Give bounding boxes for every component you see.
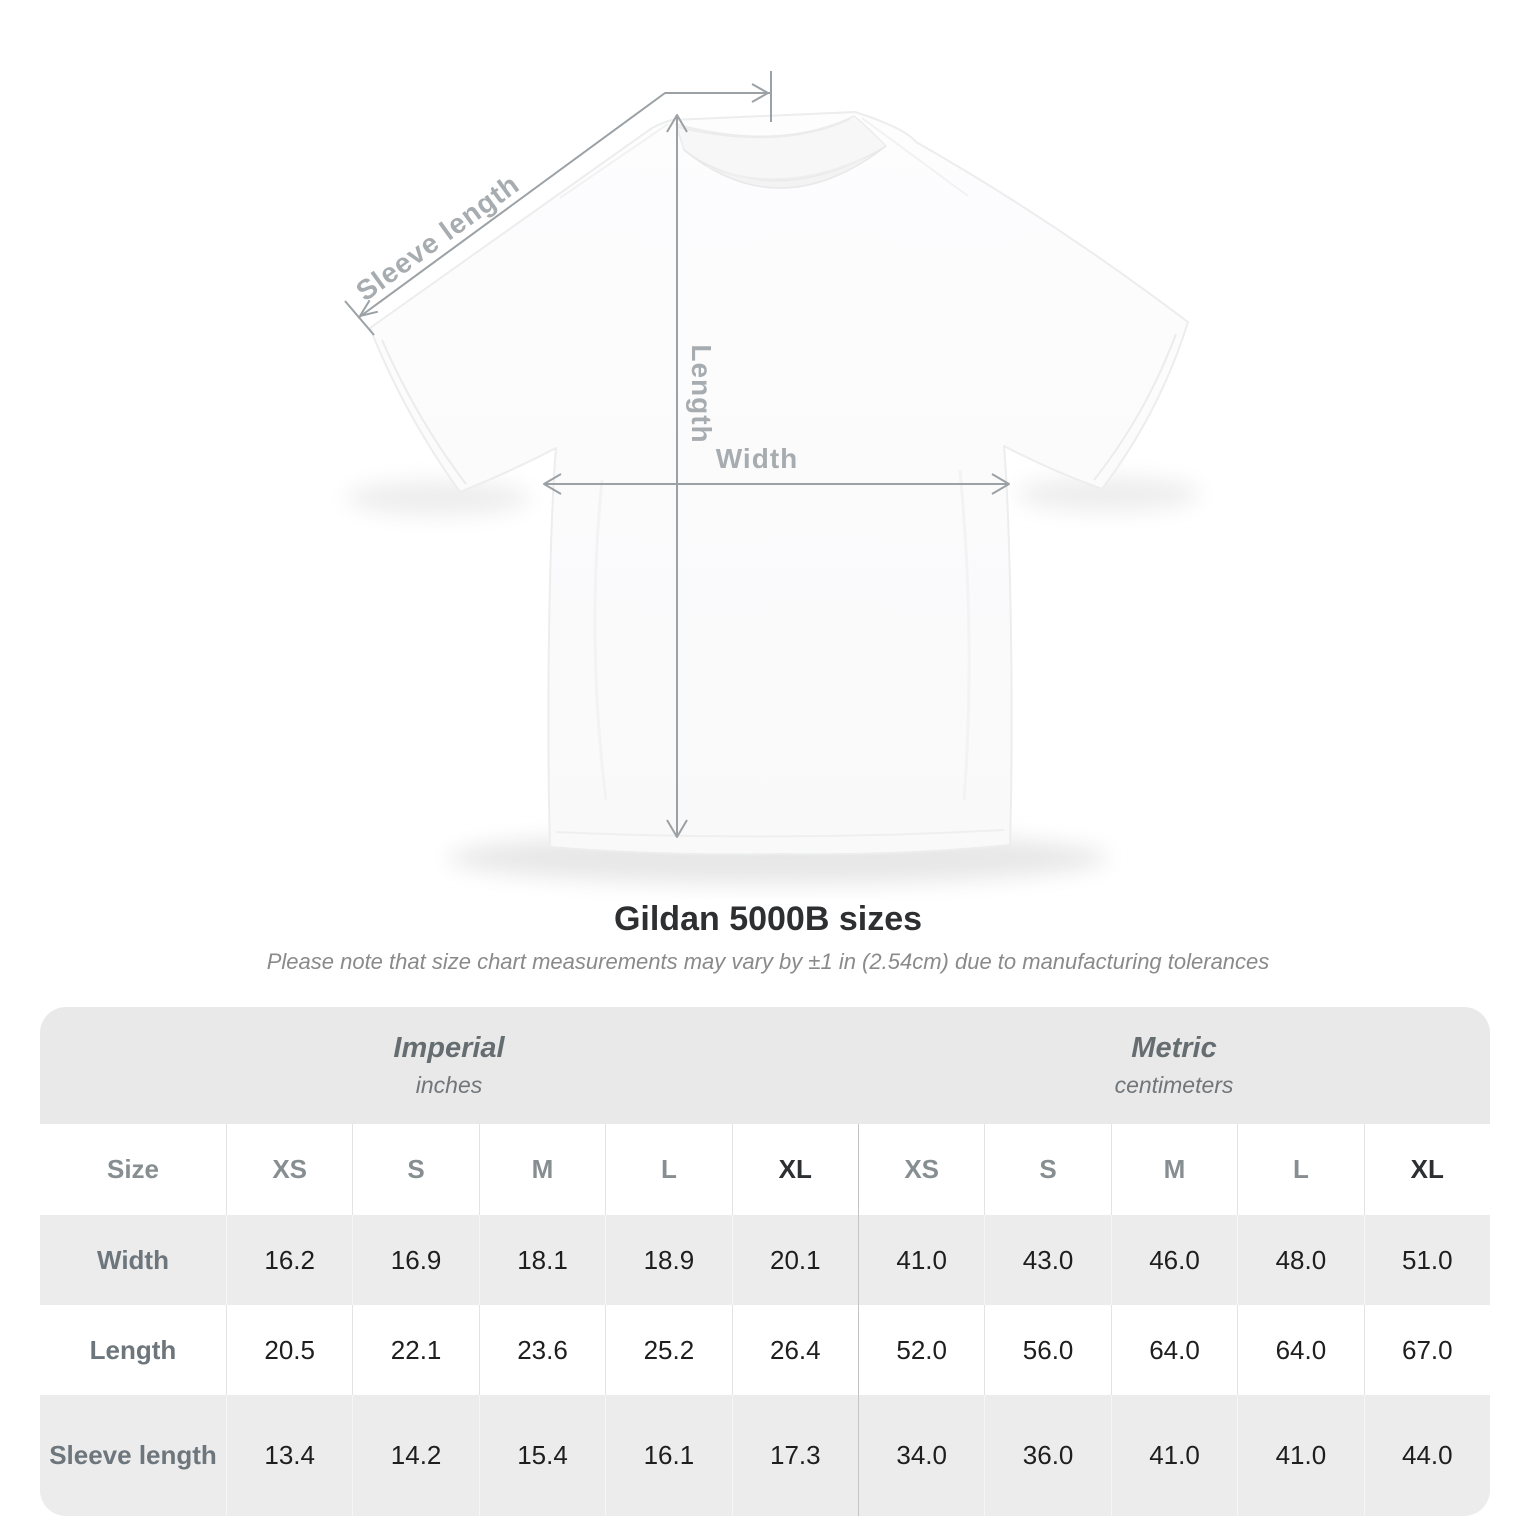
unit-group-band: Imperial inches Metric centimeters	[40, 1007, 1490, 1124]
right-sleeve-hem-stitch	[1093, 333, 1177, 481]
body-crease-right	[958, 469, 971, 801]
col-header-metric-l: L	[1237, 1124, 1363, 1215]
width-arrowhead-left	[543, 473, 562, 495]
width-label: Width	[715, 443, 799, 474]
col-header-metric-xs: XS	[858, 1124, 984, 1215]
size-column-header: Size	[106, 1154, 160, 1184]
col-header-metric-m: M	[1110, 1124, 1237, 1215]
right-shoulder-seam	[861, 117, 969, 197]
length-metric-m: 64.0	[1110, 1305, 1237, 1395]
table-row-sleeve-length: Sleeve length 13.4 14.2 15.4 16.1 17.3 3…	[40, 1395, 1490, 1516]
sleeve-metric-m: 41.0	[1110, 1395, 1237, 1516]
metric-group-name: Metric	[1131, 1032, 1217, 1064]
left-sleeve-shadow	[346, 481, 530, 515]
col-header-imperial-s: S	[352, 1124, 478, 1215]
page-title: Gildan 5000B sizes	[613, 900, 923, 938]
table-row-width: Width 16.2 16.9 18.1 18.9 20.1 41.0 43.0…	[40, 1215, 1490, 1305]
length-arrowhead-top	[666, 114, 688, 133]
col-header-imperial-xs: XS	[226, 1124, 352, 1215]
size-table: Imperial inches Metric centimeters Size …	[40, 1007, 1490, 1516]
tshirt-illustration	[344, 71, 1200, 884]
dimension-lines	[344, 71, 1010, 838]
sleeve-metric-s: 36.0	[984, 1395, 1110, 1516]
width-metric-s: 43.0	[984, 1215, 1110, 1305]
width-imperial-xl: 20.1	[731, 1215, 858, 1305]
col-header-metric-s: S	[984, 1124, 1110, 1215]
imperial-group-name: Imperial	[393, 1032, 505, 1064]
length-metric-xl: 67.0	[1363, 1305, 1490, 1395]
width-metric-l: 48.0	[1237, 1215, 1363, 1305]
length-arrowhead-bottom	[666, 819, 688, 838]
bottom-hem-stitch	[555, 829, 1005, 838]
width-metric-m: 46.0	[1110, 1215, 1237, 1305]
sleeve-dimension-line	[357, 92, 771, 319]
sleeve-imperial-s: 14.2	[352, 1395, 478, 1516]
back-collar-seam	[677, 118, 851, 139]
left-shoulder-seam	[559, 123, 669, 199]
length-imperial-s: 22.1	[352, 1305, 478, 1395]
metric-group-header: Metric centimeters	[858, 1007, 1490, 1124]
body-crease-left	[593, 479, 608, 801]
collar-stitch	[705, 157, 865, 181]
length-imperial-xs: 20.5	[226, 1305, 352, 1395]
col-header-metric-xl: XL	[1363, 1124, 1490, 1215]
left-sleeve-hem-stitch	[381, 339, 467, 485]
length-metric-s: 56.0	[984, 1305, 1110, 1395]
col-header-imperial-l: L	[605, 1124, 731, 1215]
tolerance-note: Please note that size chart measurements…	[266, 949, 1270, 974]
length-metric-xs: 52.0	[858, 1305, 984, 1395]
imperial-group-header: Imperial inches	[40, 1007, 858, 1124]
width-imperial-s: 16.9	[352, 1215, 478, 1305]
col-header-imperial-m: M	[478, 1124, 605, 1215]
sleeve-metric-xl: 44.0	[1363, 1395, 1490, 1516]
sleeve-imperial-m: 15.4	[478, 1395, 605, 1516]
col-header-imperial-xl: XL	[731, 1124, 858, 1215]
width-imperial-l: 18.9	[605, 1215, 731, 1305]
imperial-group-unit: inches	[415, 1072, 483, 1098]
right-sleeve-shadow	[1016, 477, 1200, 511]
length-imperial-l: 25.2	[605, 1305, 731, 1395]
metric-group-unit: centimeters	[1114, 1072, 1234, 1098]
width-metric-xl: 51.0	[1363, 1215, 1490, 1305]
table-row-length: Length 20.5 22.1 23.6 25.2 26.4 52.0 56.…	[40, 1305, 1490, 1395]
length-metric-l: 64.0	[1237, 1305, 1363, 1395]
sleeve-metric-l: 41.0	[1237, 1395, 1363, 1516]
sleeve-end-tick-left	[344, 300, 375, 336]
width-arrowhead-right	[991, 473, 1010, 495]
sleeve-imperial-l: 16.1	[605, 1395, 731, 1516]
width-imperial-m: 18.1	[478, 1215, 605, 1305]
length-imperial-xl: 26.4	[731, 1305, 858, 1395]
width-metric-xs: 41.0	[858, 1215, 984, 1305]
sleeve-arrowhead-right	[751, 83, 769, 103]
size-header-row: Size XS S M L XL XS S M L XL	[40, 1124, 1490, 1215]
row-label-length: Length	[89, 1334, 177, 1365]
sleeve-metric-xs: 34.0	[858, 1395, 984, 1516]
row-label-sleeve-length: Sleeve length	[49, 1440, 217, 1470]
length-imperial-m: 23.6	[478, 1305, 605, 1395]
row-label-width: Width	[97, 1244, 169, 1275]
length-label: Length	[686, 344, 717, 444]
tshirt-measurement-diagram: Sleeve length Length Width	[344, 71, 1200, 884]
sleeve-arrowhead-left	[359, 299, 379, 317]
width-imperial-xs: 16.2	[226, 1215, 352, 1305]
sleeve-imperial-xl: 17.3	[731, 1395, 858, 1516]
sleeve-imperial-xs: 13.4	[226, 1395, 352, 1516]
collar-rib	[683, 145, 887, 189]
